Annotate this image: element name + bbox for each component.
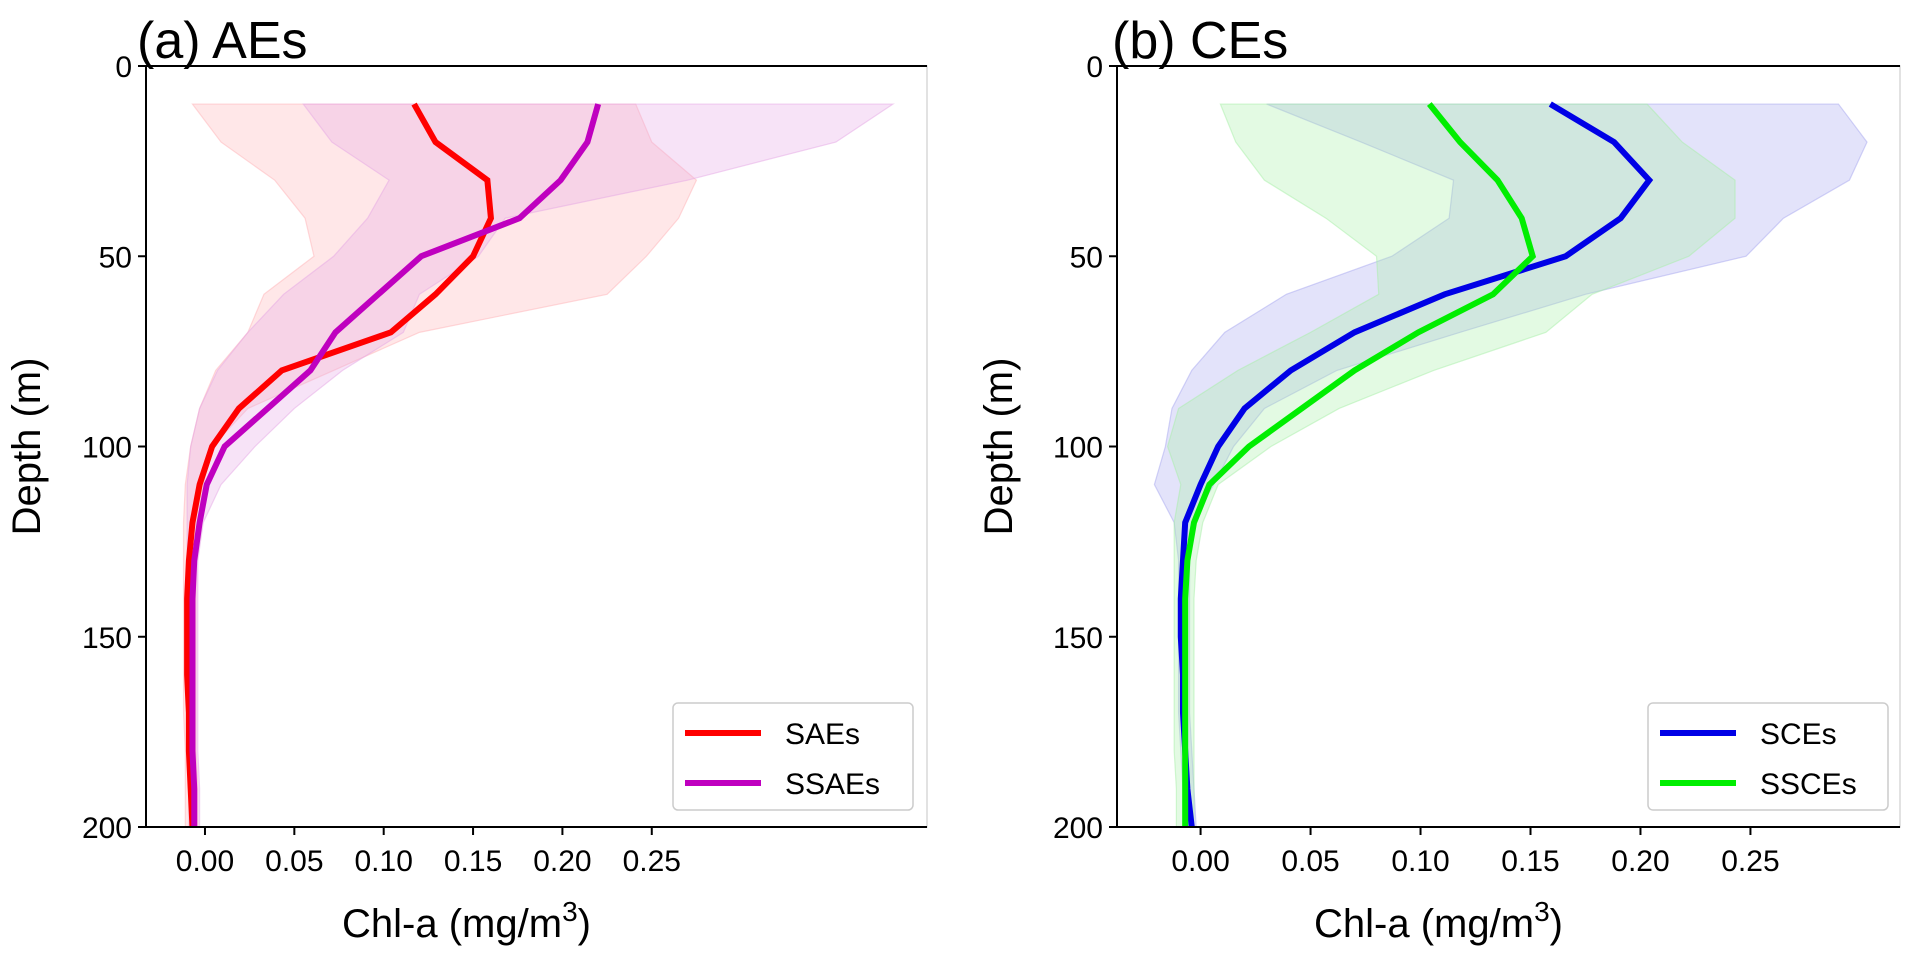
x-axis-title-superscript: 3 <box>1534 896 1550 927</box>
line-ssces <box>1182 102 1537 827</box>
y-tick-label: 150 <box>82 622 132 655</box>
panel-title: (a) AEs <box>137 12 308 70</box>
legend-label: SAEs <box>785 718 860 751</box>
x-axis-title: Chl-a (mg/m3) <box>342 896 591 946</box>
panel-b: 0.00 0.05 0.10 0.15 0.20 0.25 0 50 100 150 200 (b) … <box>977 12 1901 946</box>
x-axis-title-main: Chl-a (mg/m <box>342 902 562 946</box>
line-ssaes <box>189 103 602 827</box>
x-tick-label: 0.20 <box>533 845 591 878</box>
y-axis-title: Depth (m) <box>5 358 49 536</box>
y-tick-label: 0 <box>115 51 132 84</box>
legend-label: SCEs <box>1760 718 1837 751</box>
y-tick-label: 100 <box>82 432 132 465</box>
x-tick-label: 0.15 <box>1501 845 1559 878</box>
y-tick-label: 50 <box>1070 241 1103 274</box>
x-tick-label: 0.05 <box>265 845 323 878</box>
y-tick-label: 150 <box>1053 622 1103 655</box>
x-axis-title-close: ) <box>1550 902 1563 946</box>
x-tick-label: 0.05 <box>1281 845 1339 878</box>
x-axis-title-superscript: 3 <box>562 896 578 927</box>
x-tick-label: 0.10 <box>1391 845 1449 878</box>
legend: SAEs SSAEs <box>672 702 914 811</box>
x-tick-label: 0.15 <box>444 845 502 878</box>
x-tick-label: 0.10 <box>355 845 413 878</box>
y-axis-title: Depth (m) <box>977 358 1021 536</box>
legend-label: SSCEs <box>1760 768 1857 801</box>
y-tick-label: 100 <box>1053 432 1103 465</box>
x-tick-label: 0.25 <box>623 845 681 878</box>
x-tick-label: 0.25 <box>1721 845 1779 878</box>
x-axis-title-main: Chl-a (mg/m <box>1314 902 1534 946</box>
line-saes <box>184 102 494 828</box>
y-tick-label: 0 <box>1086 51 1103 84</box>
y-tick-label: 50 <box>99 241 132 274</box>
x-tick-label: 0.00 <box>176 845 234 878</box>
x-axis-title: Chl-a (mg/m3) <box>1314 896 1563 946</box>
panel-a: 0.00 0.05 0.10 0.15 0.20 0.25 0 50 100 150 200 (a) … <box>5 12 928 946</box>
x-tick-label: 0.20 <box>1611 845 1669 878</box>
x-tick-label: 0.00 <box>1171 845 1229 878</box>
y-tick-label: 200 <box>82 812 132 845</box>
y-tick-label: 200 <box>1053 812 1103 845</box>
x-axis-title-close: ) <box>578 902 591 946</box>
legend-label: SSAEs <box>785 768 880 801</box>
legend: SCEs SSCEs <box>1647 702 1889 811</box>
panel-title: (b) CEs <box>1112 12 1288 70</box>
